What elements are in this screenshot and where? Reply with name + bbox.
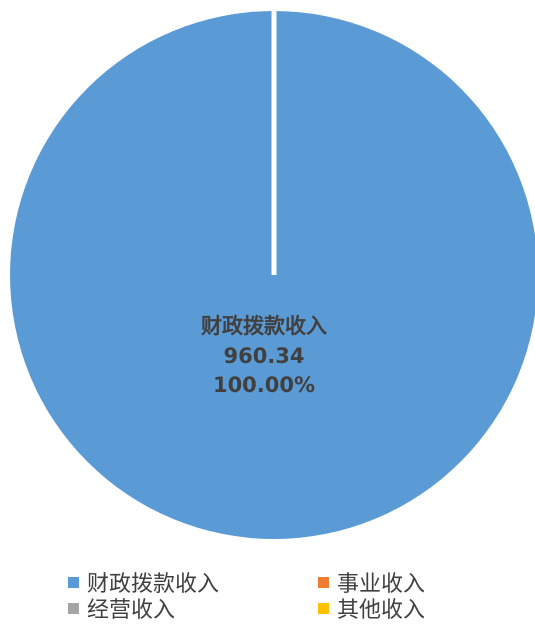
data-label-percent: 100.00% [213, 373, 315, 397]
legend-item-other: 其他收入 [318, 592, 425, 624]
data-labels: 财政拨款收入 960.34 100.00% [201, 314, 327, 397]
legend: 财政拨款收入 事业收入 经营收入 其他收入 [0, 560, 535, 623]
legend-swatch [318, 576, 329, 588]
pie-chart: 财政拨款收入 960.34 100.00% [10, 11, 535, 539]
legend-swatch [68, 602, 79, 614]
legend-label: 事业收入 [337, 572, 426, 597]
legend-swatch [68, 576, 79, 588]
legend-label: 经营收入 [87, 598, 176, 623]
legend-label: 财政拨款收入 [87, 572, 220, 597]
data-label-category: 财政拨款收入 [201, 314, 327, 338]
legend-item-fiscal: 财政拨款收入 [68, 566, 219, 598]
legend-item-operating: 经营收入 [68, 592, 175, 624]
legend-swatch [318, 602, 329, 614]
legend-label: 其他收入 [337, 598, 426, 623]
legend-item-business: 事业收入 [318, 566, 425, 598]
data-label-value: 960.34 [223, 344, 304, 368]
